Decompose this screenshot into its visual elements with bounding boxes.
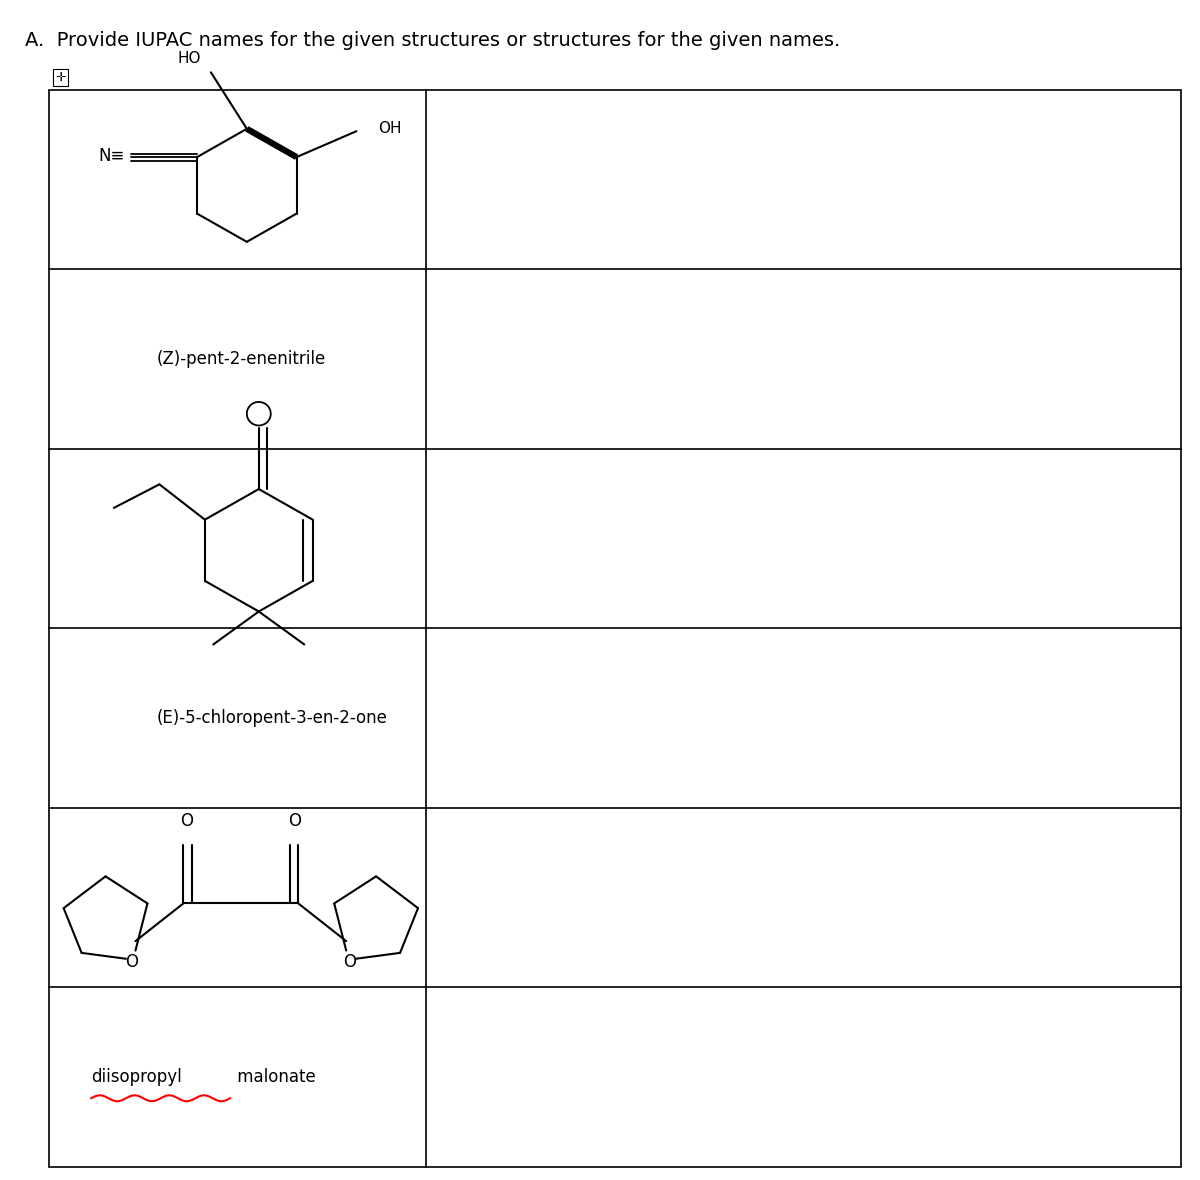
Text: O: O: [125, 953, 138, 971]
Text: OH: OH: [378, 122, 402, 137]
Text: (E)-5-chloropent-3-en-2-one: (E)-5-chloropent-3-en-2-one: [157, 709, 388, 727]
Text: O: O: [288, 812, 301, 830]
Text: diisopropyl: diisopropyl: [91, 1068, 182, 1086]
Text: A.  Provide IUPAC names for the given structures or structures for the given nam: A. Provide IUPAC names for the given str…: [25, 31, 840, 50]
Text: O: O: [343, 953, 356, 971]
Text: malonate: malonate: [233, 1068, 317, 1086]
Text: O: O: [180, 812, 193, 830]
Text: N≡: N≡: [98, 146, 125, 165]
Text: ✛: ✛: [55, 71, 66, 84]
Text: HO: HO: [178, 51, 202, 66]
Text: (Z)-pent-2-enenitrile: (Z)-pent-2-enenitrile: [157, 350, 326, 368]
